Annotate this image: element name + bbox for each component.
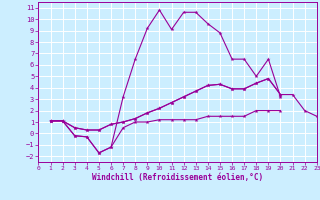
X-axis label: Windchill (Refroidissement éolien,°C): Windchill (Refroidissement éolien,°C) [92, 173, 263, 182]
